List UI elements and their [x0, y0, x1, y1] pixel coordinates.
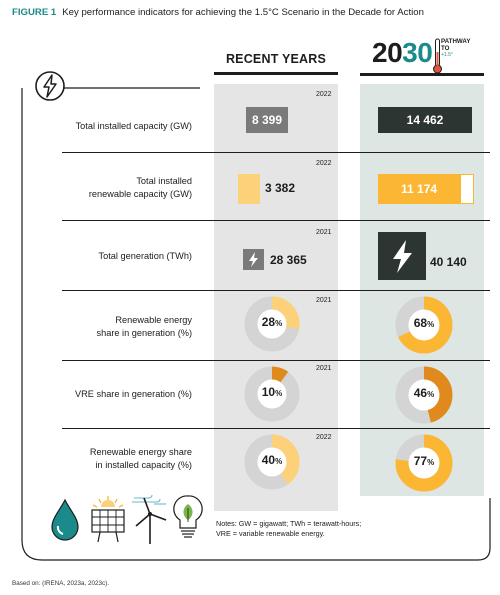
target-year: 2030: [372, 36, 433, 70]
value-text: 28: [261, 315, 276, 329]
recent-renewable-share-generation-donut: [244, 296, 300, 352]
recent-vre-share-label: 10%: [244, 385, 300, 399]
target-year-suffix: 30: [402, 37, 433, 68]
recent-renewable-capacity-value: 3 382: [265, 181, 296, 195]
target-vre-share-donut: [395, 366, 453, 424]
lightning-icon: [35, 71, 65, 101]
row-label-installed-capacity: Total installed capacity (GW): [75, 121, 192, 131]
row-label-line2: share in generation (%): [96, 328, 193, 338]
target-renewable-share-generation-label: 68%: [395, 316, 453, 330]
recent-vre-share-donut: [244, 366, 300, 422]
row-label-renewable-share-generation: Renewable energy share in generation (%): [42, 314, 193, 340]
percent-sign: %: [427, 458, 435, 467]
target-renewable-share-capacity-donut: [395, 434, 453, 492]
row-label-line1: Renewable energy: [115, 315, 192, 325]
notes-line1: Notes: GW = gigawatt; TWh = terawatt-hou…: [216, 519, 362, 528]
value-text: 40: [261, 453, 276, 467]
pathway-label: PATHWAY TO +1.5°: [441, 38, 470, 59]
pathway-line2: TO: [441, 45, 450, 52]
donut-segment: [244, 296, 300, 352]
value-text: 10: [261, 385, 276, 399]
notes: Notes: GW = gigawatt; TWh = terawatt-hou…: [216, 519, 416, 539]
figure-title-text: Key performance indicators for achieving…: [62, 7, 424, 18]
row-label-vre-share: VRE share in generation (%): [75, 389, 192, 399]
target-generation-value: 40 140: [430, 255, 467, 269]
water-drop-icon: [51, 498, 79, 541]
row-separator: [62, 152, 490, 153]
value-text: 46: [413, 386, 428, 400]
percent-sign: %: [427, 320, 435, 329]
target-year-prefix: 20: [372, 37, 403, 68]
row-label-renewable-share-capacity: Renewable energy share in installed capa…: [42, 446, 192, 472]
row-label-renewable-capacity: Total installed renewable capacity (GW): [42, 175, 192, 201]
percent-sign: %: [427, 390, 435, 399]
donut-segment: [395, 434, 453, 492]
recent-renewable-share-capacity-donut: [244, 434, 300, 490]
pathway-line1: PATHWAY: [441, 38, 471, 45]
recent-years-header: RECENT YEARS: [214, 48, 338, 75]
target-vre-share-label: 46%: [395, 386, 453, 400]
row-year: 2022: [316, 160, 332, 167]
donut-segment: [244, 366, 300, 422]
notes-line2: VRE = variable renewable energy.: [216, 529, 325, 538]
figure-title: FIGURE 1 Key performance indicators for a…: [12, 7, 424, 18]
target-renewable-capacity-bar: 11 174: [378, 174, 460, 204]
row-year: 2021: [316, 297, 332, 304]
row-label-line1: Total installed: [136, 176, 192, 186]
wind-turbine-icon: [132, 494, 167, 544]
recent-renewable-capacity-bar: [238, 174, 260, 204]
lightbulb-leaf-icon: [173, 495, 203, 538]
row-separator: [62, 360, 490, 361]
solar-panel-icon: [91, 496, 125, 543]
target-renewable-capacity-remainder: [460, 174, 474, 204]
row-label-line2: in installed capacity (%): [95, 460, 192, 470]
row-label-line2: renewable capacity (GW): [88, 189, 192, 199]
row-separator: [62, 428, 490, 429]
recent-generation-value: 28 365: [270, 253, 307, 267]
row-separator: [62, 220, 490, 221]
donut-segment: [244, 434, 300, 490]
recent-renewable-share-capacity-label: 40%: [244, 453, 300, 467]
percent-sign: %: [275, 457, 283, 466]
value-text: 68: [413, 316, 428, 330]
value-text: 77: [413, 454, 428, 468]
row-year: 2022: [316, 91, 332, 98]
row-label-total-generation: Total generation (TWh): [98, 251, 192, 261]
target-renewable-share-generation-donut: [395, 296, 453, 354]
donut-segment: [395, 366, 453, 424]
recent-generation-lightning-icon: [243, 249, 264, 270]
row-year: 2022: [316, 434, 332, 441]
target-2030-header: [360, 36, 484, 76]
figure-label: FIGURE 1: [12, 7, 57, 18]
target-renewable-share-capacity-label: 77%: [395, 454, 453, 468]
source-note: Based on: (IRENA, 2023a, 2023c).: [12, 580, 109, 587]
row-label-line1: Renewable energy share: [89, 447, 192, 457]
row-year: 2021: [316, 229, 332, 236]
recent-renewable-share-generation-label: 28%: [244, 315, 300, 329]
target-generation-lightning-icon: [378, 232, 426, 280]
pathway-line3: +1.5°: [441, 52, 453, 58]
recent-installed-capacity-box: 8 399: [246, 107, 288, 133]
percent-sign: %: [275, 319, 283, 328]
donut-segment: [395, 296, 453, 354]
thermometer-icon: [433, 38, 442, 74]
row-year: 2021: [316, 365, 332, 372]
percent-sign: %: [275, 389, 283, 398]
target-installed-capacity-box: 14 462: [378, 107, 472, 133]
row-separator: [62, 290, 490, 291]
